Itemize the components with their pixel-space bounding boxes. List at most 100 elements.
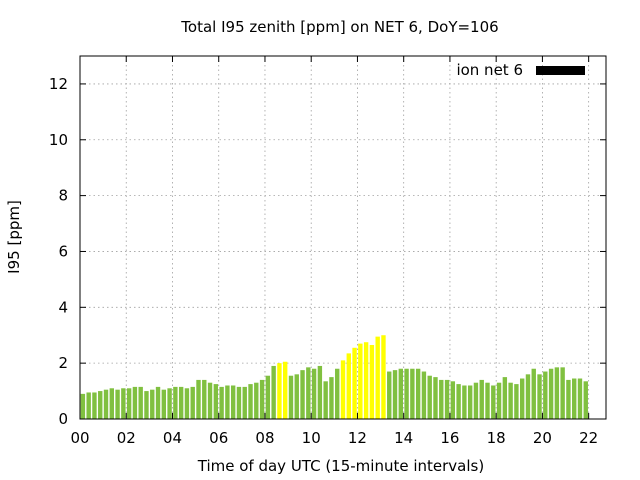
bar (254, 382, 259, 419)
bar (433, 377, 438, 419)
bar (381, 335, 386, 419)
bar (225, 385, 230, 419)
bar (167, 388, 172, 419)
bar (537, 374, 542, 419)
plot-frame (79, 55, 607, 420)
y-tick-label: 6 (58, 242, 68, 260)
x-tick-label: 04 (163, 429, 182, 447)
bar (138, 386, 143, 419)
bar (496, 382, 502, 419)
y-tick-label: 12 (49, 75, 68, 93)
bar (103, 389, 109, 419)
bar (456, 384, 461, 419)
bar (323, 381, 328, 419)
bar (340, 360, 346, 419)
bar (311, 368, 317, 419)
bar (288, 375, 294, 419)
x-tick-label: 02 (117, 429, 136, 447)
bar (548, 368, 554, 419)
bar (508, 382, 513, 419)
bar (178, 386, 184, 419)
bar (190, 386, 195, 419)
bar (283, 361, 288, 419)
x-tick-label: 12 (348, 429, 367, 447)
bar (86, 392, 91, 419)
bar (184, 388, 190, 419)
y-tick-label: 4 (58, 298, 68, 316)
bar (132, 386, 138, 419)
bar (121, 388, 126, 419)
bar (375, 336, 380, 419)
bar (467, 385, 473, 419)
bar (300, 370, 305, 419)
bar (479, 379, 484, 419)
bar (92, 392, 97, 419)
bar (98, 391, 103, 419)
bar (421, 371, 427, 419)
y-tick-label: 8 (58, 187, 68, 205)
legend-label: ion net 6 (456, 61, 523, 79)
bar (404, 368, 409, 419)
y-axis-label: I95 [ppm] (5, 200, 23, 274)
bar (560, 367, 565, 419)
bar (514, 384, 519, 419)
bar (392, 370, 398, 419)
bar (410, 368, 415, 419)
bar (317, 365, 323, 419)
bar (444, 379, 450, 419)
bar (346, 353, 351, 419)
bar (566, 379, 571, 419)
bar (155, 386, 161, 419)
bar (485, 382, 490, 419)
y-tick-label: 10 (49, 131, 68, 149)
bar (126, 388, 132, 419)
bar (277, 363, 282, 419)
bar (462, 385, 467, 419)
bar (543, 371, 548, 419)
bar (173, 386, 178, 419)
bar (248, 384, 253, 419)
x-tick-label: 14 (394, 429, 413, 447)
bar (554, 367, 560, 419)
x-tick-label: 06 (209, 429, 228, 447)
x-tick-label: 16 (440, 429, 459, 447)
legend: ion net 6 (456, 61, 585, 79)
bar (230, 385, 236, 419)
x-axis-label: Time of day UTC (15-minute intervals) (197, 457, 484, 475)
x-tick-label: 18 (487, 429, 506, 447)
x-tick-label: 20 (533, 429, 552, 447)
bar (427, 375, 432, 419)
bar (306, 367, 311, 419)
y-tick-label: 2 (58, 354, 68, 372)
bar (196, 379, 201, 419)
bar (115, 389, 120, 419)
bar (398, 368, 403, 419)
bar (236, 386, 242, 419)
bar (502, 377, 508, 419)
bar (363, 342, 369, 419)
bar (207, 382, 213, 419)
bar (109, 388, 114, 419)
bar (577, 378, 583, 419)
bar (294, 374, 299, 419)
bar (473, 382, 479, 419)
x-tick-label: 10 (302, 429, 321, 447)
bar (213, 384, 219, 419)
bar (161, 389, 167, 419)
x-tick-label: 08 (255, 429, 274, 447)
bar (531, 368, 536, 419)
bar (144, 391, 149, 419)
bar (259, 379, 265, 419)
bars (80, 335, 588, 419)
y-tick-label: 0 (58, 410, 68, 428)
bar (369, 345, 375, 419)
bar (583, 381, 588, 419)
bar (150, 389, 155, 419)
bar (202, 379, 207, 419)
bar (519, 378, 525, 419)
bar (352, 347, 357, 419)
x-tick-label: 22 (579, 429, 598, 447)
grid (80, 56, 606, 419)
